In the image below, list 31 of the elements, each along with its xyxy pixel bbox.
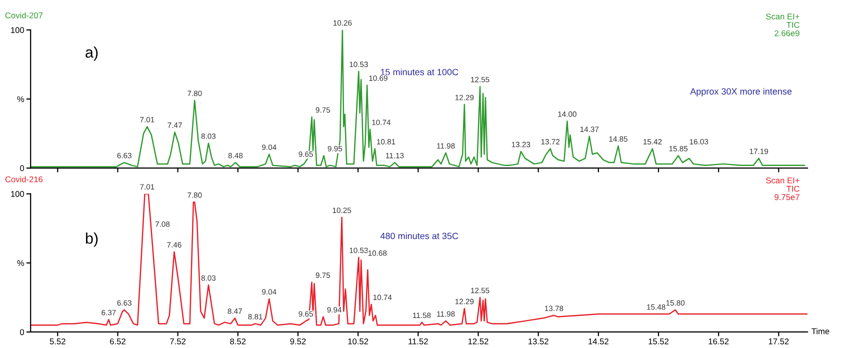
y-tick-label: % bbox=[17, 96, 24, 102]
annotation: Scan EI+ TIC 9.75e7 bbox=[766, 177, 800, 200]
annotation: 15 minutes at 100C bbox=[380, 68, 458, 76]
x-tick-label: 13.52 bbox=[528, 338, 548, 344]
x-tick-label: 11.52 bbox=[408, 338, 428, 344]
y-tick-label: 0 bbox=[20, 165, 24, 172]
x-axis-title: Time bbox=[812, 328, 830, 334]
x-tick-label: 16.52 bbox=[708, 338, 729, 344]
annotation: Scan EI+ TIC 2.66e9 bbox=[766, 14, 800, 36]
line-series bbox=[30, 194, 808, 326]
x-tick-label: 17.52 bbox=[768, 338, 789, 344]
y-tick-label: 0 bbox=[20, 329, 24, 336]
annotation: b) bbox=[86, 232, 98, 247]
x-tick-label: 5.52 bbox=[50, 338, 66, 344]
y-tick-label: % bbox=[17, 260, 24, 266]
chart-title: Covid-216 bbox=[5, 176, 43, 182]
x-tick-label: 10.52 bbox=[348, 338, 368, 344]
x-tick-label: 6.52 bbox=[110, 338, 126, 344]
line-series bbox=[30, 30, 806, 168]
y-tick-label: 100 bbox=[11, 27, 24, 34]
annotation: a) bbox=[86, 46, 98, 61]
y-tick-label: 100 bbox=[11, 191, 24, 197]
annotation: 480 minutes at 35C bbox=[380, 232, 458, 240]
x-tick-label: 12.52 bbox=[468, 338, 488, 344]
x-tick-label: 9.52 bbox=[290, 338, 306, 344]
x-tick-label: 15.52 bbox=[648, 338, 668, 344]
x-tick-label: 8.52 bbox=[230, 338, 246, 344]
x-tick-label: 14.52 bbox=[588, 338, 608, 344]
chart-title: Covid-207 bbox=[5, 12, 43, 18]
x-tick-label: 7.52 bbox=[170, 338, 186, 344]
annotation: Approx 30X more intense bbox=[690, 88, 792, 96]
